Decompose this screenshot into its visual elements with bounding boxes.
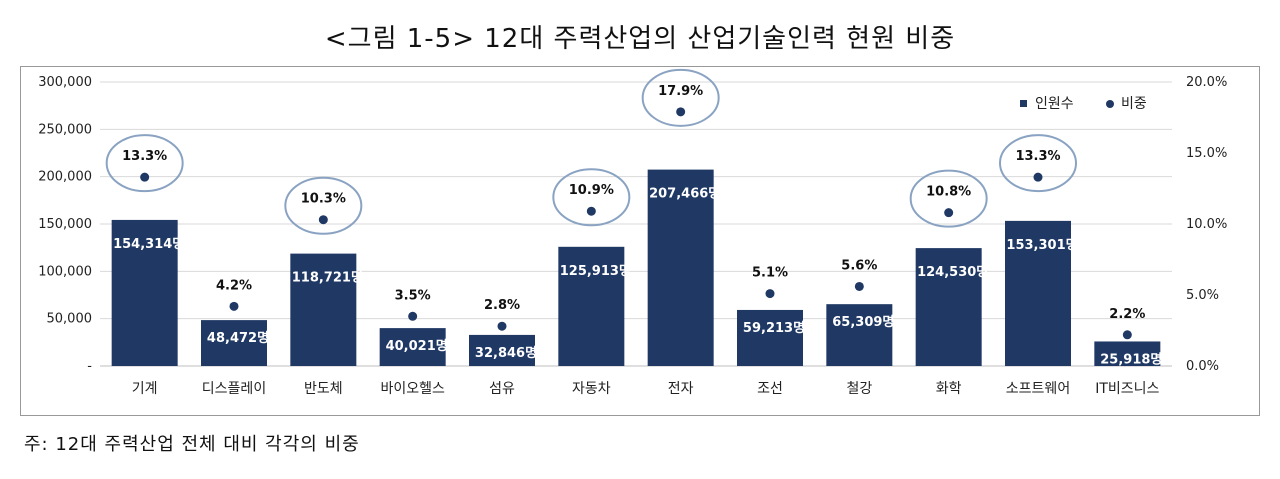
highlight-ellipse: [552, 168, 631, 227]
bar: [201, 320, 267, 366]
bar: [379, 328, 446, 366]
bar: [915, 248, 982, 366]
x-tick-label: 철강: [846, 381, 872, 397]
bar-value-label: 125,913명: [560, 263, 631, 279]
bar-value-label: 124,530명: [917, 264, 988, 280]
share-point: [854, 281, 864, 291]
bar: [647, 169, 714, 366]
bar-value-label: 32,846명: [475, 345, 537, 361]
x-tick-label: 반도체: [304, 381, 343, 397]
bar: [1005, 220, 1071, 366]
highlight-ellipse: [284, 176, 363, 235]
share-label: 10.9%: [569, 183, 614, 198]
bar-value-label: 40,021명: [386, 338, 448, 354]
x-tick-label: 기계: [132, 381, 158, 397]
x-tick-label: 소프트웨어: [1006, 381, 1070, 397]
share-point: [944, 208, 954, 218]
chart-frame: [20, 66, 1260, 416]
share-point: [765, 289, 775, 299]
bar-value-label: 25,918명: [1100, 351, 1162, 367]
share-label: 2.8%: [484, 298, 520, 313]
share-label: 10.8%: [926, 185, 971, 200]
bar: [111, 219, 178, 366]
bar-value-label: 48,472명: [207, 330, 269, 346]
bar: [826, 304, 893, 366]
highlight-ellipse: [641, 68, 720, 127]
share-point: [229, 301, 239, 311]
bar-value-label: 118,721명: [292, 270, 363, 286]
share-label: 13.3%: [1015, 149, 1060, 164]
y-left-tick-label: -: [87, 359, 92, 374]
share-label: 17.9%: [658, 84, 703, 99]
chart-note: 주: 12대 주력산업 전체 대비 각각의 비중: [24, 434, 360, 455]
share-label: 13.3%: [122, 149, 167, 164]
x-tick-label: 전자: [668, 381, 694, 397]
y-left-tick-label: 150,000: [38, 217, 92, 232]
bar-value-label: 154,314명: [113, 236, 184, 252]
legend-point-label: 비중: [1121, 96, 1147, 112]
y-right-tick-label: 10.0%: [1186, 217, 1227, 232]
share-label: 3.5%: [395, 288, 431, 303]
x-tick-label: 섬유: [489, 381, 515, 397]
y-right-tick-label: 5.0%: [1186, 288, 1219, 303]
share-label: 5.6%: [841, 258, 877, 273]
highlight-ellipse: [105, 134, 184, 193]
bar: [558, 246, 625, 366]
bar-value-label: 207,466명: [649, 186, 720, 202]
share-point: [497, 321, 507, 331]
chart-svg: - 50,000 100,000 150,000 200,000 250,000 300,0…: [38, 68, 1227, 397]
y-left-tick-label: 200,000: [38, 170, 92, 185]
share-point: [318, 215, 328, 225]
y-left-tick-label: 100,000: [38, 264, 92, 279]
bar: [469, 334, 535, 366]
y-right-tick-label: 15.0%: [1186, 146, 1227, 161]
highlight-ellipse: [909, 169, 988, 228]
y-left-tick-label: 250,000: [38, 122, 92, 137]
bar: [290, 253, 357, 366]
share-point: [140, 172, 150, 182]
bar-value-label: 59,213명: [743, 320, 805, 336]
share-point: [408, 311, 418, 321]
x-tick-label: 자동차: [572, 381, 611, 397]
share-point: [676, 107, 686, 117]
legend-bar-label: 인원수: [1035, 96, 1074, 112]
share-label: 2.2%: [1109, 307, 1145, 322]
legend-bar-marker: [1020, 100, 1027, 107]
share-point: [1033, 172, 1043, 182]
x-tick-label: 바이오헬스: [380, 381, 445, 397]
chart-title: <그림 1-5> 12대 주력산업의 산업기술인력 현원 비중: [324, 24, 956, 54]
y-left-tick-label: 300,000: [38, 75, 92, 90]
x-tick-label: 화학: [936, 381, 962, 397]
bar: [737, 309, 803, 366]
bar-value-label: 65,309명: [832, 314, 894, 330]
share-label: 10.3%: [301, 192, 346, 207]
bar-value-label: 153,301명: [1006, 237, 1077, 253]
y-left-tick-label: 50,000: [47, 312, 93, 327]
share-point: [1122, 330, 1132, 340]
y-right-tick-label: 0.0%: [1186, 359, 1219, 374]
legend-point-marker: [1106, 100, 1114, 108]
y-right-tick-label: 20.0%: [1186, 75, 1227, 90]
share-label: 4.2%: [216, 278, 252, 293]
x-tick-label: IT비즈니스: [1095, 381, 1159, 397]
x-tick-label: 조선: [757, 381, 783, 397]
share-label: 5.1%: [752, 266, 788, 281]
x-tick-label: 디스플레이: [202, 381, 266, 397]
bar: [1094, 341, 1161, 366]
highlight-ellipse: [999, 134, 1077, 193]
share-point: [586, 206, 596, 216]
